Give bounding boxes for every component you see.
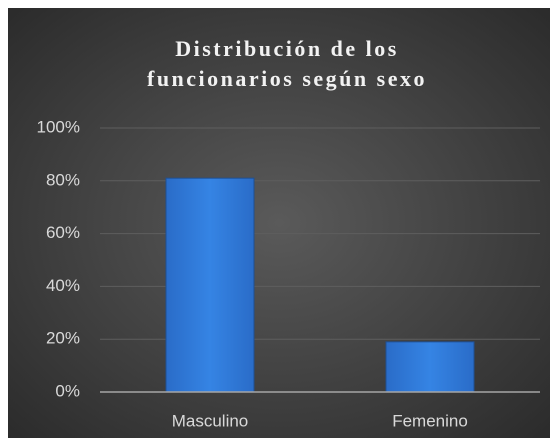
x-tick-label: Femenino xyxy=(392,411,468,430)
y-tick-label: 80% xyxy=(46,170,80,189)
chart: 0% 20% 40% 60% 80% 100% Masculino Femenino xyxy=(37,117,540,430)
y-tick-label: 100% xyxy=(37,117,80,136)
y-tick-label: 20% xyxy=(46,329,80,348)
y-tick-label: 40% xyxy=(46,276,80,295)
x-tick-label: Masculino xyxy=(172,411,249,430)
bar xyxy=(165,177,255,393)
bar xyxy=(385,341,475,393)
chart-title: Distribución de los funcionarios según s… xyxy=(147,36,427,91)
y-tick-label: 0% xyxy=(55,381,80,400)
chart-area: 0% 20% 40% 60% 80% 100% Masculino Femenino Dist… xyxy=(8,8,550,438)
y-tick-label: 60% xyxy=(46,223,80,242)
